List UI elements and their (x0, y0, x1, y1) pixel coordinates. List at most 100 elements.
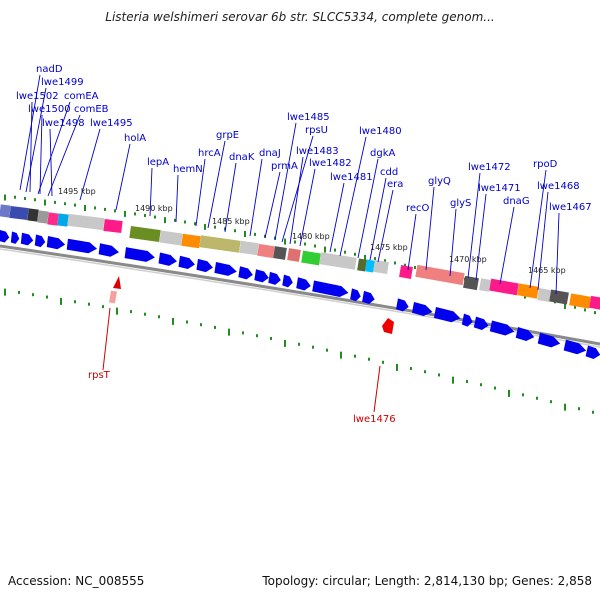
cog-segment (569, 293, 591, 309)
tick-dot (124, 210, 126, 217)
tick-dot (32, 293, 34, 297)
cog-segment (463, 275, 479, 291)
tick-dot (224, 227, 226, 231)
leader-line (224, 162, 237, 233)
leader-line (467, 172, 481, 279)
tick-dot (414, 265, 416, 269)
leader-line (25, 87, 47, 193)
cog-segment (239, 240, 259, 256)
gene-label: comEA (64, 91, 99, 102)
accession-label: Accession: NC_008555 (8, 574, 145, 588)
gene-arrow (350, 288, 361, 302)
gene-label: lwe1482 (309, 158, 352, 169)
tick-dot (204, 223, 206, 230)
leader-line (475, 193, 487, 281)
leader-line (39, 114, 43, 195)
tick-dot (234, 229, 236, 233)
leader-line (339, 136, 367, 257)
cog-segment (301, 250, 321, 266)
tick-dot (574, 305, 576, 309)
gene-label-bottom: rpsT (88, 370, 111, 381)
cog-segment (537, 288, 551, 302)
genome-summary: Topology: circular; Length: 2,814,130 bp… (262, 574, 592, 588)
tick-dot (344, 250, 346, 254)
tick-dot (94, 206, 96, 210)
tick-dot (592, 410, 594, 414)
cog-segment (319, 252, 357, 270)
tick-dot (214, 325, 216, 329)
label-leader-lines (19, 74, 560, 295)
tick-dot (384, 259, 386, 263)
gene-label: rpoD (533, 159, 558, 170)
cog-segment (273, 246, 287, 260)
backbone-line (0, 244, 600, 346)
leader-line (425, 186, 435, 271)
scale-label: 1495 kbp (58, 187, 96, 196)
tick-dot (60, 297, 62, 305)
forward-strand-arrows (0, 230, 600, 360)
leader-line (407, 213, 417, 271)
gene-label: dgkA (370, 148, 395, 159)
tick-dot (184, 220, 186, 224)
cog-segment (27, 208, 39, 222)
scale-label: 1485 kbp (212, 217, 250, 226)
cog-segment (357, 258, 367, 272)
gene-label: lepA (147, 157, 169, 168)
gene-label: lwe1498 (42, 118, 85, 129)
gene-label: holA (124, 133, 146, 144)
tick-dot (480, 383, 482, 387)
leader-line (264, 171, 281, 239)
cog-segment (287, 248, 301, 262)
leader-line (289, 156, 304, 245)
tick-dot (270, 337, 272, 341)
tick-dot (158, 315, 160, 319)
leader-line (79, 128, 101, 201)
gene-arrow (46, 236, 66, 250)
cog-segment (257, 243, 275, 259)
gene-arrow (254, 269, 269, 283)
scale-label: 1475 kbp (370, 243, 408, 252)
tick-track-inner (4, 288, 594, 414)
tick-dot (584, 308, 586, 312)
tick-dot (364, 254, 366, 261)
gene-label: grpE (216, 130, 239, 141)
cog-segment (415, 264, 465, 286)
leader-line (449, 208, 457, 277)
tick-dot (88, 302, 90, 306)
tick-dot (214, 225, 216, 229)
tick-dot (4, 194, 6, 201)
leader-line (29, 101, 33, 193)
tick-dot (594, 311, 596, 315)
tick-dot (564, 403, 566, 411)
tick-dot (74, 203, 76, 207)
gene-arrow (0, 230, 10, 243)
gene-label: cdd (380, 167, 398, 178)
leader-line (37, 101, 71, 195)
tick-dot (74, 300, 76, 304)
leader-line (369, 177, 387, 261)
cog-segment (9, 205, 29, 221)
tick-dot (84, 204, 86, 211)
gene-arrow (461, 313, 473, 327)
leader-line (49, 128, 53, 197)
tick-dot (536, 396, 538, 400)
tick-dot (508, 389, 510, 397)
tick-dot (174, 218, 176, 222)
tick-dot (424, 370, 426, 374)
scale-label: 1480 kbp (292, 232, 330, 241)
gene-label: lwe1499 (41, 77, 84, 88)
leader-line (19, 74, 41, 191)
gene-label: hrcA (198, 148, 221, 159)
gene-arrow (489, 320, 515, 336)
gene-arrow (585, 345, 600, 360)
tick-dot (54, 200, 56, 204)
cog-segment (47, 212, 59, 226)
tick-dot (244, 231, 246, 238)
gene-arrow (296, 277, 311, 291)
leader-line (274, 122, 297, 241)
gene-arrow (98, 243, 120, 257)
gene-label: recO (406, 203, 430, 214)
scale-label: 1470 kbp (449, 255, 487, 264)
gene-label: lwe1468 (537, 181, 580, 192)
gene-label: glyQ (428, 176, 451, 187)
